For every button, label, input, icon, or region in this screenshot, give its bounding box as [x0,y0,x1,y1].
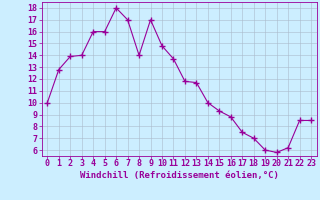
X-axis label: Windchill (Refroidissement éolien,°C): Windchill (Refroidissement éolien,°C) [80,171,279,180]
